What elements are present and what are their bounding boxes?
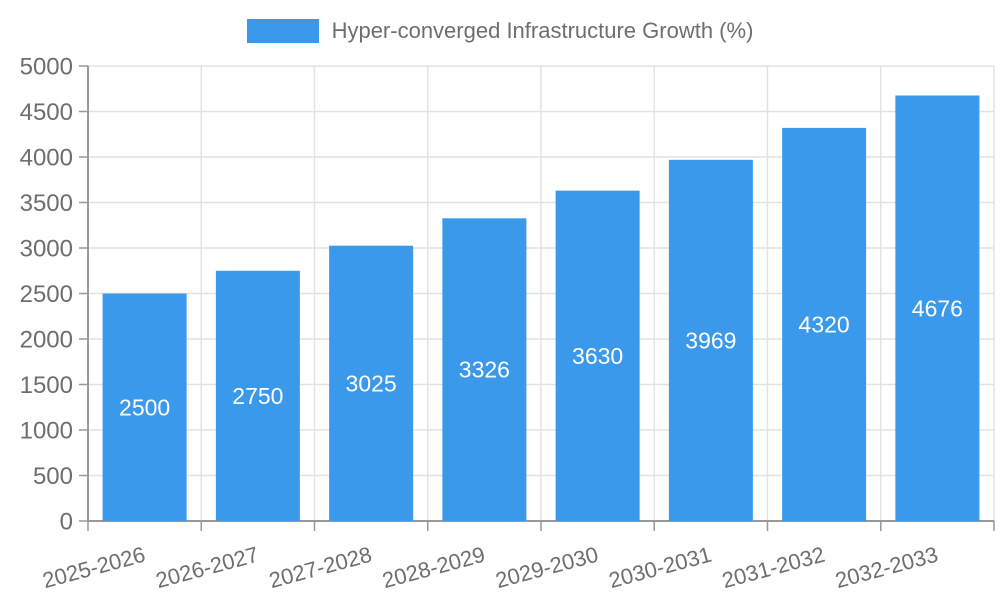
bar[interactable] — [102, 293, 187, 522]
bar[interactable] — [668, 159, 753, 522]
bar[interactable] — [555, 190, 640, 522]
bar-value-label: 3969 — [685, 327, 736, 353]
y-tick-label: 1500 — [20, 372, 73, 399]
bar[interactable] — [442, 218, 527, 522]
legend-label: Hyper-converged Infrastructure Growth (%… — [331, 18, 754, 43]
bar[interactable] — [895, 95, 980, 521]
y-tick-label: 3500 — [20, 190, 73, 217]
legend-item[interactable]: Hyper-converged Infrastructure Growth (%… — [0, 16, 1000, 46]
bar-value-label: 2500 — [119, 394, 170, 420]
x-tick-label: 2031-2032 — [719, 542, 827, 593]
x-tick-label: 2030-2031 — [606, 542, 714, 593]
x-tick-label: 2028-2029 — [380, 542, 488, 593]
y-tick-label: 500 — [33, 463, 73, 490]
y-tick-label: 3000 — [20, 235, 73, 262]
bar-value-label: 4676 — [912, 295, 963, 321]
bar-value-label: 3326 — [459, 357, 510, 383]
y-tick-label: 5000 — [20, 53, 73, 80]
y-tick-label: 1000 — [20, 417, 73, 444]
bar-value-label: 3630 — [572, 343, 623, 369]
y-tick-label: 2000 — [20, 326, 73, 353]
x-tick-label: 2027-2028 — [266, 542, 374, 593]
y-tick-label: 4500 — [20, 99, 73, 126]
x-tick-label: 2032-2033 — [833, 542, 941, 593]
x-tick-label: 2026-2027 — [153, 542, 261, 593]
x-tick-label: 2025-2026 — [40, 542, 148, 593]
bar[interactable] — [215, 270, 300, 521]
legend-marker-icon — [246, 19, 319, 43]
y-tick-label: 2500 — [20, 281, 73, 308]
y-tick-label: 0 — [60, 508, 73, 535]
bar-value-label: 3025 — [346, 370, 397, 396]
bar-value-label: 4320 — [799, 311, 850, 337]
y-tick-label: 4000 — [20, 144, 73, 171]
bar[interactable] — [329, 245, 414, 521]
bar-value-label: 2750 — [232, 383, 283, 409]
x-tick-label: 2029-2030 — [493, 542, 601, 593]
bar[interactable] — [782, 127, 867, 521]
